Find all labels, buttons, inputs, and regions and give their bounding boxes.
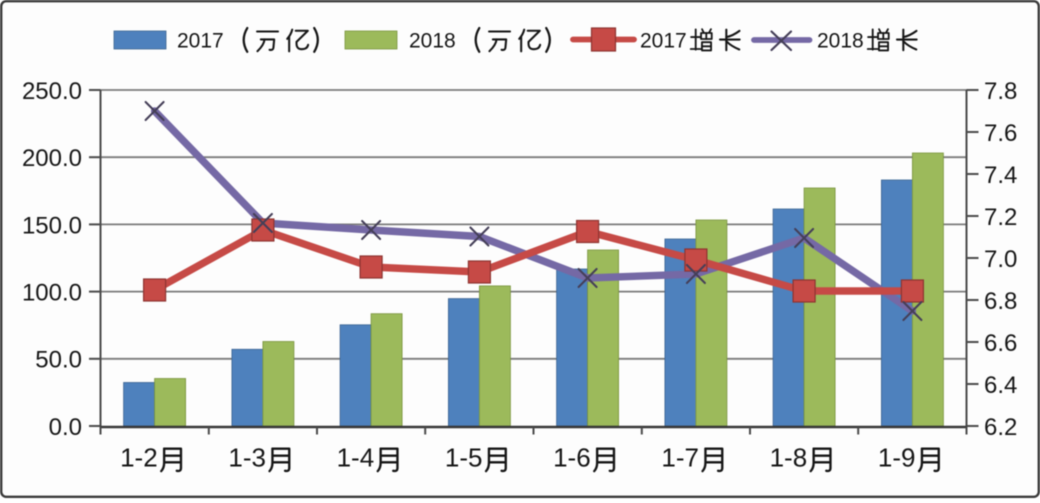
svg-text:6.6: 6.6 — [984, 330, 1017, 357]
svg-text:1-7: 1-7 — [661, 443, 699, 473]
svg-text:6.4: 6.4 — [984, 372, 1017, 399]
svg-text:1-6: 1-6 — [553, 443, 591, 473]
svg-text:2017: 2017 — [177, 30, 224, 53]
svg-text:1-4: 1-4 — [337, 443, 375, 473]
svg-text:6.8: 6.8 — [984, 288, 1017, 315]
svg-text:1-2: 1-2 — [120, 443, 158, 473]
svg-text:2017: 2017 — [640, 30, 687, 53]
svg-text:7.6: 7.6 — [984, 120, 1017, 147]
svg-text:6.2: 6.2 — [984, 414, 1017, 441]
svg-text:1-8: 1-8 — [770, 443, 808, 473]
svg-text:2018: 2018 — [409, 30, 456, 53]
svg-text:1-5: 1-5 — [445, 443, 483, 473]
svg-text:1-3: 1-3 — [228, 443, 266, 473]
svg-text:100.0: 100.0 — [22, 280, 82, 307]
svg-text:50.0: 50.0 — [35, 347, 82, 374]
svg-text:7.2: 7.2 — [984, 204, 1017, 231]
svg-text:7.0: 7.0 — [984, 246, 1017, 273]
svg-text:0.0: 0.0 — [49, 414, 82, 441]
svg-text:150.0: 150.0 — [22, 212, 82, 239]
svg-text:2018: 2018 — [817, 30, 864, 53]
svg-text:7.4: 7.4 — [984, 162, 1017, 189]
svg-text:250.0: 250.0 — [22, 78, 82, 105]
svg-text:7.8: 7.8 — [984, 78, 1017, 105]
svg-text:1-9: 1-9 — [878, 443, 916, 473]
svg-text:200.0: 200.0 — [22, 145, 82, 172]
